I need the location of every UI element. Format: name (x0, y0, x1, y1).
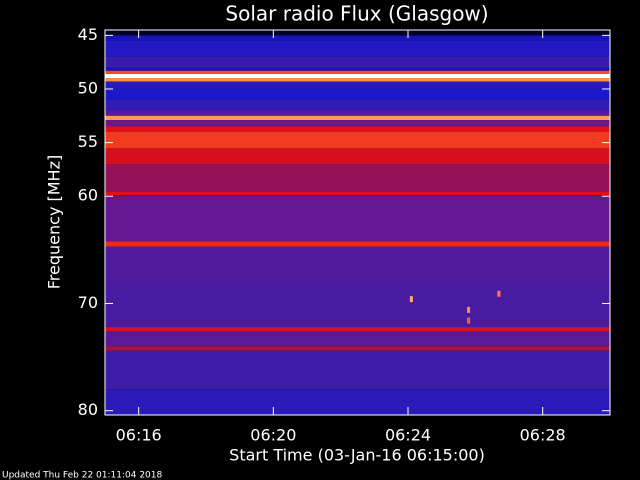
frequency-band (105, 78, 610, 82)
y-tick-label: 80 (78, 400, 98, 419)
frequency-band (105, 246, 610, 283)
y-tick-label: 60 (78, 186, 98, 205)
frequency-band (105, 67, 610, 71)
frequency-band (105, 126, 610, 132)
frequency-band (105, 350, 610, 390)
footer: Updated Thu Feb 22 01:11:04 2018 (2, 471, 163, 480)
frequency-band (105, 327, 610, 332)
frequency-band (105, 131, 610, 148)
x-tick-label: 06:16 (116, 426, 162, 445)
y-axis-label: Frequency [MHz] (45, 155, 64, 289)
frequency-band (105, 56, 610, 68)
frequency-band (105, 35, 610, 41)
frequency-band (105, 241, 610, 247)
frequency-band (105, 282, 610, 328)
frequency-band (105, 40, 610, 57)
frequency-band (105, 164, 610, 192)
burst (467, 317, 471, 324)
frequency-band (105, 99, 610, 111)
frequency-band (105, 30, 610, 36)
x-tick-label: 06:20 (250, 426, 296, 445)
burst (467, 306, 471, 313)
frequency-band (105, 120, 610, 127)
frequency-band (105, 73, 610, 79)
chart-title: Solar radio Flux (Glasgow) (225, 2, 488, 26)
burst (497, 290, 501, 297)
x-axis-label: Start Time (03-Jan-16 06:15:00) (229, 446, 485, 465)
y-tick-label: 45 (78, 25, 98, 44)
y-tick-label: 50 (78, 78, 98, 97)
frequency-band (105, 191, 610, 196)
frequency-band (105, 115, 610, 121)
frequency-band (105, 88, 610, 100)
frequency-band (105, 195, 610, 242)
y-tick-label: 70 (78, 293, 98, 312)
frequency-band (105, 147, 610, 165)
y-tick-label: 55 (78, 132, 98, 151)
frequency-band (105, 331, 610, 347)
burst (409, 296, 413, 303)
x-tick-label: 06:28 (520, 426, 566, 445)
frequency-band (105, 110, 610, 116)
frequency-band (105, 389, 610, 415)
x-tick-label: 06:24 (385, 426, 431, 445)
frequency-band (105, 346, 610, 351)
frequency-band (105, 81, 610, 89)
frequency-band (105, 70, 610, 74)
plot-frame (104, 29, 611, 416)
